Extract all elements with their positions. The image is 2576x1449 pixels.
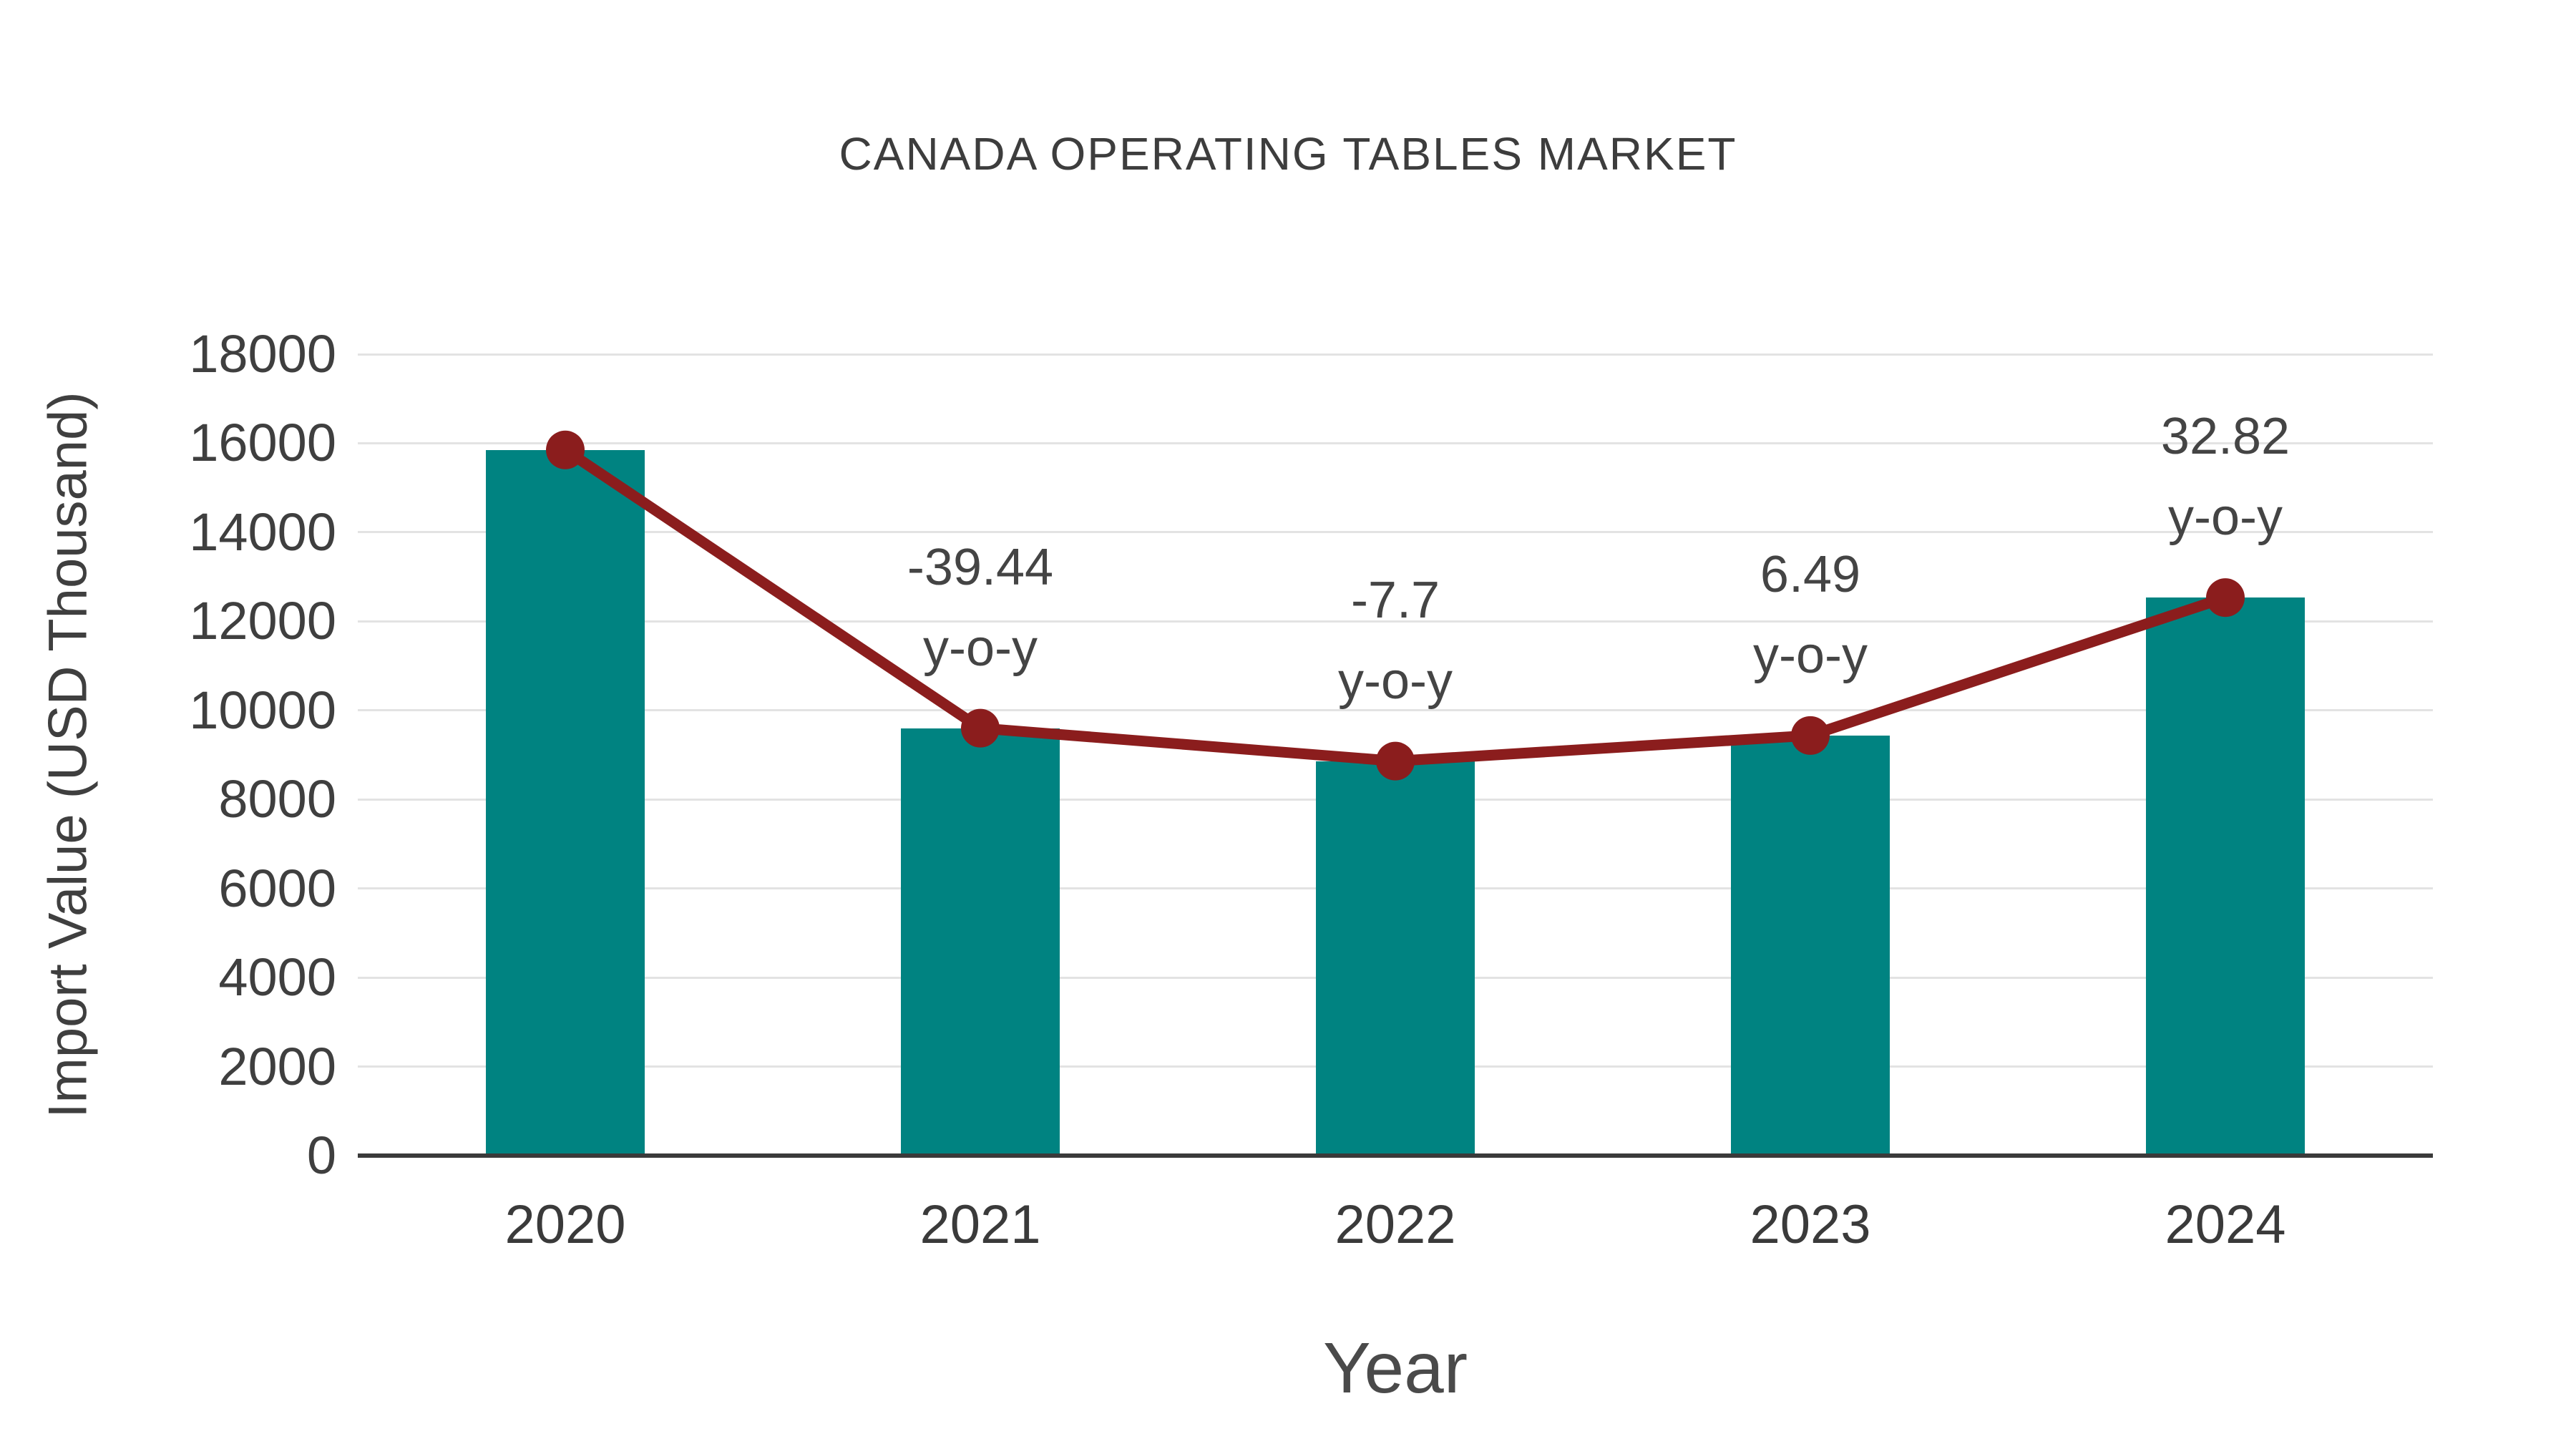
gridline [358, 441, 2433, 444]
y-tick-label: 0 [306, 1126, 336, 1185]
line-marker [961, 708, 1000, 748]
yoy-line-series [546, 430, 2245, 781]
x-axis-title: Year [1322, 1328, 1468, 1408]
y-tick-label: 14000 [189, 502, 336, 562]
gridline [358, 531, 2433, 534]
bar [1731, 735, 1890, 1156]
x-tick-label: 2022 [1335, 1194, 1456, 1255]
yoy-suffix-annotation: y-o-y [1753, 626, 1868, 684]
y-tick-label: 18000 [189, 324, 336, 384]
line-marker [2206, 578, 2245, 618]
yoy-value-annotation: 6.49 [1760, 545, 1861, 603]
line-marker [1376, 741, 1415, 781]
y-tick-label: 8000 [218, 769, 336, 829]
bar [2146, 597, 2305, 1156]
y-tick-label: 12000 [189, 591, 336, 651]
y-tick-label: 4000 [218, 947, 336, 1008]
x-tick-label: 2021 [919, 1194, 1041, 1255]
y-tick-label: 2000 [218, 1036, 336, 1096]
yoy-value-annotation: -7.7 [1350, 571, 1440, 629]
x-axis-line [358, 1153, 2433, 1158]
yoy-suffix-annotation: y-o-y [2168, 489, 2283, 547]
y-tick-label: 10000 [189, 680, 336, 740]
line-marker [546, 430, 585, 469]
gridline [358, 620, 2433, 623]
y-axis-title: Import Value (USD Thousand) [37, 391, 99, 1118]
yoy-value-annotation: 32.82 [2160, 408, 2290, 466]
chart-title: CANADA OPERATING TABLES MARKET [839, 128, 1737, 180]
x-tick-label: 2024 [2165, 1194, 2286, 1255]
bar [901, 728, 1060, 1156]
gridline [358, 353, 2433, 356]
gridline [358, 709, 2433, 712]
yoy-suffix-annotation: y-o-y [923, 619, 1038, 677]
y-tick-label: 16000 [189, 413, 336, 473]
yoy-value-annotation: -39.44 [907, 538, 1054, 596]
x-tick-label: 2020 [504, 1194, 626, 1255]
bar [1316, 761, 1475, 1156]
x-tick-label: 2023 [1750, 1194, 1871, 1255]
y-tick-label: 6000 [218, 858, 336, 918]
yoy-suffix-annotation: y-o-y [1338, 652, 1453, 710]
bar [486, 449, 645, 1156]
line-marker [1791, 716, 1830, 755]
